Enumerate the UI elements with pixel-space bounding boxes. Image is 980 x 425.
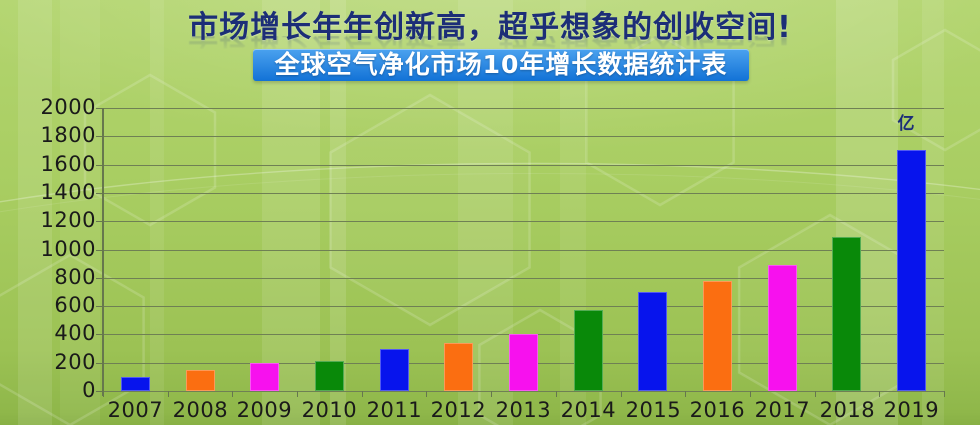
y-axis-tick <box>96 334 103 335</box>
bar-2010 <box>315 361 344 391</box>
x-axis-label: 2018 <box>819 398 876 422</box>
x-axis-tick <box>815 391 816 397</box>
x-axis-label: 2013 <box>495 398 552 422</box>
x-axis-tick <box>944 391 945 397</box>
x-axis-label: 2016 <box>689 398 746 422</box>
y-axis-label: 0 <box>82 378 96 402</box>
gridline-600 <box>103 306 944 307</box>
x-axis-tick <box>232 391 233 397</box>
x-axis-label: 2009 <box>236 398 293 422</box>
x-axis-label: 2007 <box>107 398 164 422</box>
y-axis-line <box>102 108 104 396</box>
x-axis-label: 2010 <box>301 398 358 422</box>
x-axis-label: 2012 <box>430 398 487 422</box>
x-axis-tick <box>297 391 298 397</box>
x-axis-tick <box>103 391 104 397</box>
x-axis-label: 2019 <box>883 398 940 422</box>
subtitle-text: 全球空气净化市场10年增长数据统计表 <box>274 50 728 79</box>
gridline-1600 <box>103 165 944 166</box>
x-axis-tick <box>621 391 622 397</box>
y-axis-label: 400 <box>54 321 96 345</box>
bar-2019 <box>897 150 926 391</box>
gridline-800 <box>103 278 944 279</box>
x-axis-label: 2008 <box>172 398 229 422</box>
gridline-0 <box>103 391 944 392</box>
y-axis-label: 200 <box>54 350 96 374</box>
bar-2015 <box>638 292 667 391</box>
x-axis-label: 2015 <box>625 398 682 422</box>
y-axis-tick <box>96 221 103 222</box>
y-axis-label: 1200 <box>40 208 96 232</box>
gridline-1400 <box>103 193 944 194</box>
y-axis-label: 800 <box>54 265 96 289</box>
y-axis-tick <box>96 108 103 109</box>
y-axis-tick <box>96 278 103 279</box>
gridline-1000 <box>103 250 944 251</box>
y-axis-label: 2000 <box>40 95 96 119</box>
y-axis-tick <box>96 165 103 166</box>
x-axis-tick <box>750 391 751 397</box>
bar-2014 <box>574 310 603 391</box>
y-axis-tick <box>96 391 103 392</box>
gridline-1200 <box>103 221 944 222</box>
bar-2009 <box>250 363 279 391</box>
x-axis-tick <box>556 391 557 397</box>
y-axis-label: 600 <box>54 293 96 317</box>
y-axis-tick <box>96 193 103 194</box>
bar-2007 <box>121 377 150 391</box>
y-axis-label: 1400 <box>40 180 96 204</box>
unit-label: 亿 <box>897 114 915 134</box>
x-axis-tick <box>168 391 169 397</box>
bar-2013 <box>509 334 538 391</box>
unit-label-reflection: 亿 <box>881 127 931 136</box>
bar-2012 <box>444 343 473 391</box>
x-axis-label: 2017 <box>754 398 811 422</box>
bar-2011 <box>380 349 409 391</box>
x-axis-label: 2014 <box>560 398 617 422</box>
x-axis-tick <box>685 391 686 397</box>
y-axis-label: 1600 <box>40 152 96 176</box>
y-axis-label: 1000 <box>40 237 96 261</box>
x-axis-tick <box>426 391 427 397</box>
x-axis-tick <box>491 391 492 397</box>
y-axis-tick <box>96 250 103 251</box>
bar-2016 <box>703 281 732 391</box>
y-axis-label: 1800 <box>40 123 96 147</box>
x-axis-tick <box>879 391 880 397</box>
bar-2008 <box>186 370 215 391</box>
y-axis-tick <box>96 363 103 364</box>
subtitle-banner: 全球空气净化市场10年增长数据统计表 <box>253 49 749 81</box>
y-axis-tick <box>96 306 103 307</box>
bar-2017 <box>768 265 797 391</box>
x-axis-tick <box>362 391 363 397</box>
gridline-2000 <box>103 108 944 109</box>
slide-title: 市场增长年年创新高，超乎想象的创收空间! <box>188 10 792 45</box>
bar-2018 <box>832 237 861 391</box>
y-axis-tick <box>96 136 103 137</box>
gridline-1800 <box>103 136 944 137</box>
x-axis-label: 2011 <box>366 398 423 422</box>
